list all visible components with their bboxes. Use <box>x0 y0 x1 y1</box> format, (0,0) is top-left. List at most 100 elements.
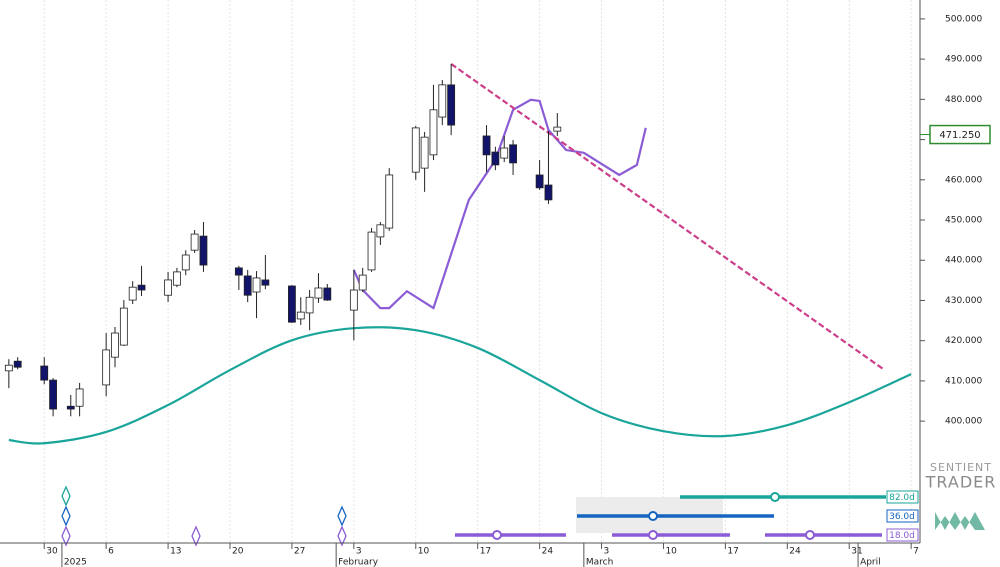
candle-body <box>420 136 429 169</box>
candle-body <box>234 267 243 276</box>
x-tick-label: 17 <box>727 547 738 557</box>
cycle-center <box>770 492 780 502</box>
candle-body <box>500 147 509 159</box>
candle-body <box>544 184 553 201</box>
y-tick-label: 400.000 <box>945 417 982 427</box>
y-tick-label: 460.000 <box>945 175 982 185</box>
cycle-diamond <box>191 525 201 547</box>
candle-body <box>349 289 358 311</box>
candle-body <box>438 84 447 118</box>
candle-body <box>553 126 562 132</box>
candle-body <box>323 287 332 301</box>
cycle-center <box>805 530 815 540</box>
cycle-diamond <box>61 525 71 547</box>
candle-body <box>4 364 13 372</box>
cycle-center <box>492 530 502 540</box>
candle-body <box>252 277 261 293</box>
candle-body <box>288 285 296 323</box>
cycle-bars <box>455 492 886 540</box>
y-tick-label: 490.000 <box>945 55 982 65</box>
period-label: April <box>860 558 881 567</box>
candle-body <box>261 279 270 286</box>
candle-body <box>243 275 252 296</box>
logo-text: SENTIENT <box>930 461 992 474</box>
cycle-diamond <box>337 505 347 527</box>
candle-body <box>509 144 517 164</box>
x-tick-label: 13 <box>170 547 181 557</box>
cycle-label: 18.0d <box>889 531 915 541</box>
candle-body <box>482 135 491 156</box>
candle-body <box>385 174 394 229</box>
cycle-center <box>648 511 658 521</box>
cycle-label-box <box>886 528 919 542</box>
candle-body <box>66 405 75 410</box>
candle-body <box>119 307 128 346</box>
cycle-label: 82.0d <box>889 493 915 503</box>
candle-body <box>376 224 385 238</box>
candle-body <box>128 286 137 301</box>
y-tick-label: 410.000 <box>945 376 982 386</box>
logo-mark <box>935 512 985 530</box>
cycle-center <box>648 530 658 540</box>
candle-body <box>40 365 49 381</box>
y-tick-label: 420.000 <box>945 336 982 346</box>
candle-body <box>199 235 208 266</box>
candle-body <box>190 233 199 251</box>
candle-body <box>164 279 172 296</box>
x-tick-label: 30 <box>46 547 58 557</box>
candle-body <box>367 231 376 271</box>
y-tick-label: 480.000 <box>945 95 982 105</box>
overlay-line <box>8 326 912 445</box>
candle-body <box>535 174 544 189</box>
candle-body <box>49 379 57 410</box>
overlay-line <box>450 63 886 371</box>
candle-body <box>358 274 367 291</box>
x-tick-label: 20 <box>232 547 244 557</box>
y-tick-label: 440.000 <box>945 256 982 266</box>
grid-layer <box>43 0 912 543</box>
candle-body <box>181 254 190 271</box>
logo-text: TRADER <box>925 473 997 492</box>
y-tick-label: 430.000 <box>945 296 982 306</box>
cycle-markers <box>61 485 347 547</box>
x-tick-label: 17 <box>480 547 491 557</box>
period-label: March <box>586 558 613 567</box>
x-tick-label: 10 <box>418 547 430 557</box>
x-tick-label: 10 <box>665 547 677 557</box>
candle-body <box>102 349 111 386</box>
x-tick-label: 24 <box>789 547 801 557</box>
candle-body <box>173 271 181 286</box>
x-tick-label: 3 <box>604 547 610 557</box>
candle-body <box>429 109 438 156</box>
candle-body <box>314 287 323 299</box>
x-tick-label: 31 <box>851 547 862 557</box>
candle-body <box>447 84 456 126</box>
candle-body <box>13 360 22 368</box>
candle-body <box>296 311 305 320</box>
cycle-label: 36.0d <box>889 512 915 522</box>
x-tick-label: 3 <box>356 547 362 557</box>
candle-body <box>137 284 146 291</box>
candle-body <box>491 151 500 166</box>
cycle-diamond <box>61 485 71 507</box>
candle-body <box>75 388 84 407</box>
x-tick-label: 24 <box>542 547 554 557</box>
last-price-label: 471.250 <box>939 130 980 141</box>
period-label: February <box>338 558 379 567</box>
y-tick-label: 500.000 <box>945 14 982 24</box>
candle-body <box>411 127 420 173</box>
overlay-line <box>352 98 647 310</box>
candle-body <box>305 296 314 314</box>
candle-body <box>111 332 119 358</box>
cycle-diamond <box>337 525 347 547</box>
cycle-label-box <box>886 490 919 504</box>
x-tick-label: 27 <box>294 547 305 557</box>
x-tick-label: 7 <box>913 547 919 557</box>
x-tick-label: 6 <box>108 547 114 557</box>
y-tick-label: 450.000 <box>945 216 982 226</box>
cycle-diamond <box>61 505 71 527</box>
cycle-label-box <box>886 509 919 523</box>
period-label: 2025 <box>64 558 87 567</box>
